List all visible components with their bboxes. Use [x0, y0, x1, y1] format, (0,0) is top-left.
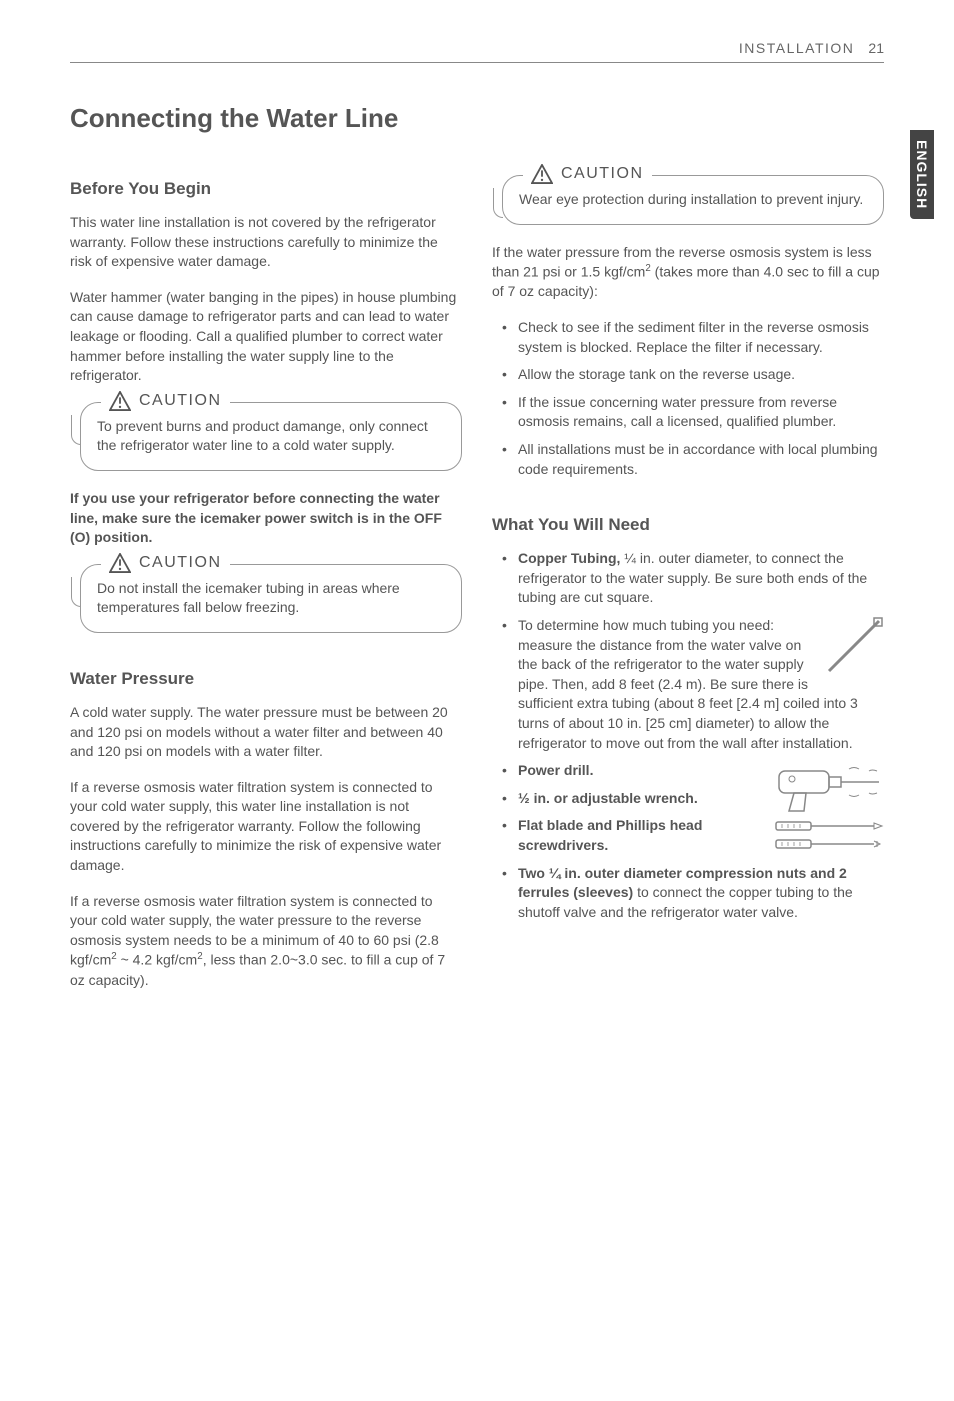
need-item-wrench: ½ in. or adjustable wrench.	[492, 789, 884, 809]
reverse-osmosis-intro: If the water pressure from the reverse o…	[492, 243, 884, 302]
need-copper-tubing-bold: Copper Tubing,	[518, 550, 620, 566]
ro-bullet-2: Allow the storage tank on the reverse us…	[518, 365, 884, 385]
need-drill-text: Power drill.	[518, 762, 593, 778]
caution-box-eye-protection: CAUTION Wear eye protection during insta…	[502, 175, 884, 225]
header-section-title: INSTALLATION	[739, 40, 855, 56]
page-header: INSTALLATION 21	[70, 40, 884, 63]
warning-triangle-icon	[531, 164, 553, 184]
caution-label: CAUTION	[523, 164, 652, 184]
need-measure-text: To determine how much tubing you need: m…	[518, 617, 858, 751]
caution-connector	[493, 188, 503, 218]
header-page-number: 21	[868, 40, 884, 56]
two-column-layout: Before You Begin This water line install…	[70, 169, 884, 1006]
need-item-compression-nuts: Two ¼ in. outer diameter compression nut…	[492, 864, 884, 923]
ro-bullet-1: Check to see if the sediment filter in t…	[518, 318, 884, 357]
what-you-need-heading: What You Will Need	[492, 515, 884, 535]
language-tab: ENGLISH	[910, 130, 934, 219]
caution-body-text: Do not install the icemaker tubing in ar…	[97, 579, 445, 618]
water-pressure-heading: Water Pressure	[70, 669, 462, 689]
ro-bullet-3: If the issue concerning water pressure f…	[518, 393, 884, 432]
tubing-icon	[824, 616, 884, 676]
need-item-screwdrivers: Flat blade and Phillips head screwdriver…	[492, 816, 884, 855]
icemaker-off-note: If you use your refrigerator before conn…	[70, 489, 462, 548]
need-wrench-text: ½ in. or adjustable wrench.	[518, 790, 698, 806]
caution-box-cold-water: CAUTION To prevent burns and product dam…	[80, 402, 462, 471]
need-item-drill: Power drill.	[492, 761, 884, 781]
caution-label-text: CAUTION	[139, 554, 222, 572]
caution-label-text: CAUTION	[561, 165, 644, 183]
left-column: Before You Begin This water line install…	[70, 169, 462, 1006]
water-pressure-p1: A cold water supply. The water pressure …	[70, 703, 462, 762]
caution-body-text: Wear eye protection during installation …	[519, 190, 867, 210]
caution-label: CAUTION	[101, 553, 230, 573]
caution-label-text: CAUTION	[139, 392, 222, 410]
before-you-begin-heading: Before You Begin	[70, 179, 462, 199]
main-title: Connecting the Water Line	[70, 103, 884, 134]
caution-body-text: To prevent burns and product damange, on…	[97, 417, 445, 456]
caution-label: CAUTION	[101, 391, 230, 411]
caution-connector	[71, 415, 81, 445]
caution-box-freezing: CAUTION Do not install the icemaker tubi…	[80, 564, 462, 633]
wp-p3-b: ~ 4.2 kgf/cm	[117, 952, 198, 968]
water-pressure-p3: If a reverse osmosis water filtration sy…	[70, 892, 462, 991]
ro-bullet-4: All installations must be in accordance …	[518, 440, 884, 479]
need-item-measure: To determine how much tubing you need: m…	[492, 616, 884, 753]
warning-triangle-icon	[109, 391, 131, 411]
caution-connector	[71, 577, 81, 607]
intro-paragraph-1: This water line installation is not cove…	[70, 213, 462, 272]
intro-paragraph-2: Water hammer (water banging in the pipes…	[70, 288, 462, 386]
need-item-tubing: Copper Tubing, ¼ in. outer diameter, to …	[492, 549, 884, 608]
warning-triangle-icon	[109, 553, 131, 573]
reverse-osmosis-bullets: Check to see if the sediment filter in t…	[492, 318, 884, 479]
water-pressure-p2: If a reverse osmosis water filtration sy…	[70, 778, 462, 876]
need-screwdrivers-text: Flat blade and Phillips head screwdriver…	[518, 817, 702, 853]
right-column: CAUTION Wear eye protection during insta…	[492, 169, 884, 1006]
